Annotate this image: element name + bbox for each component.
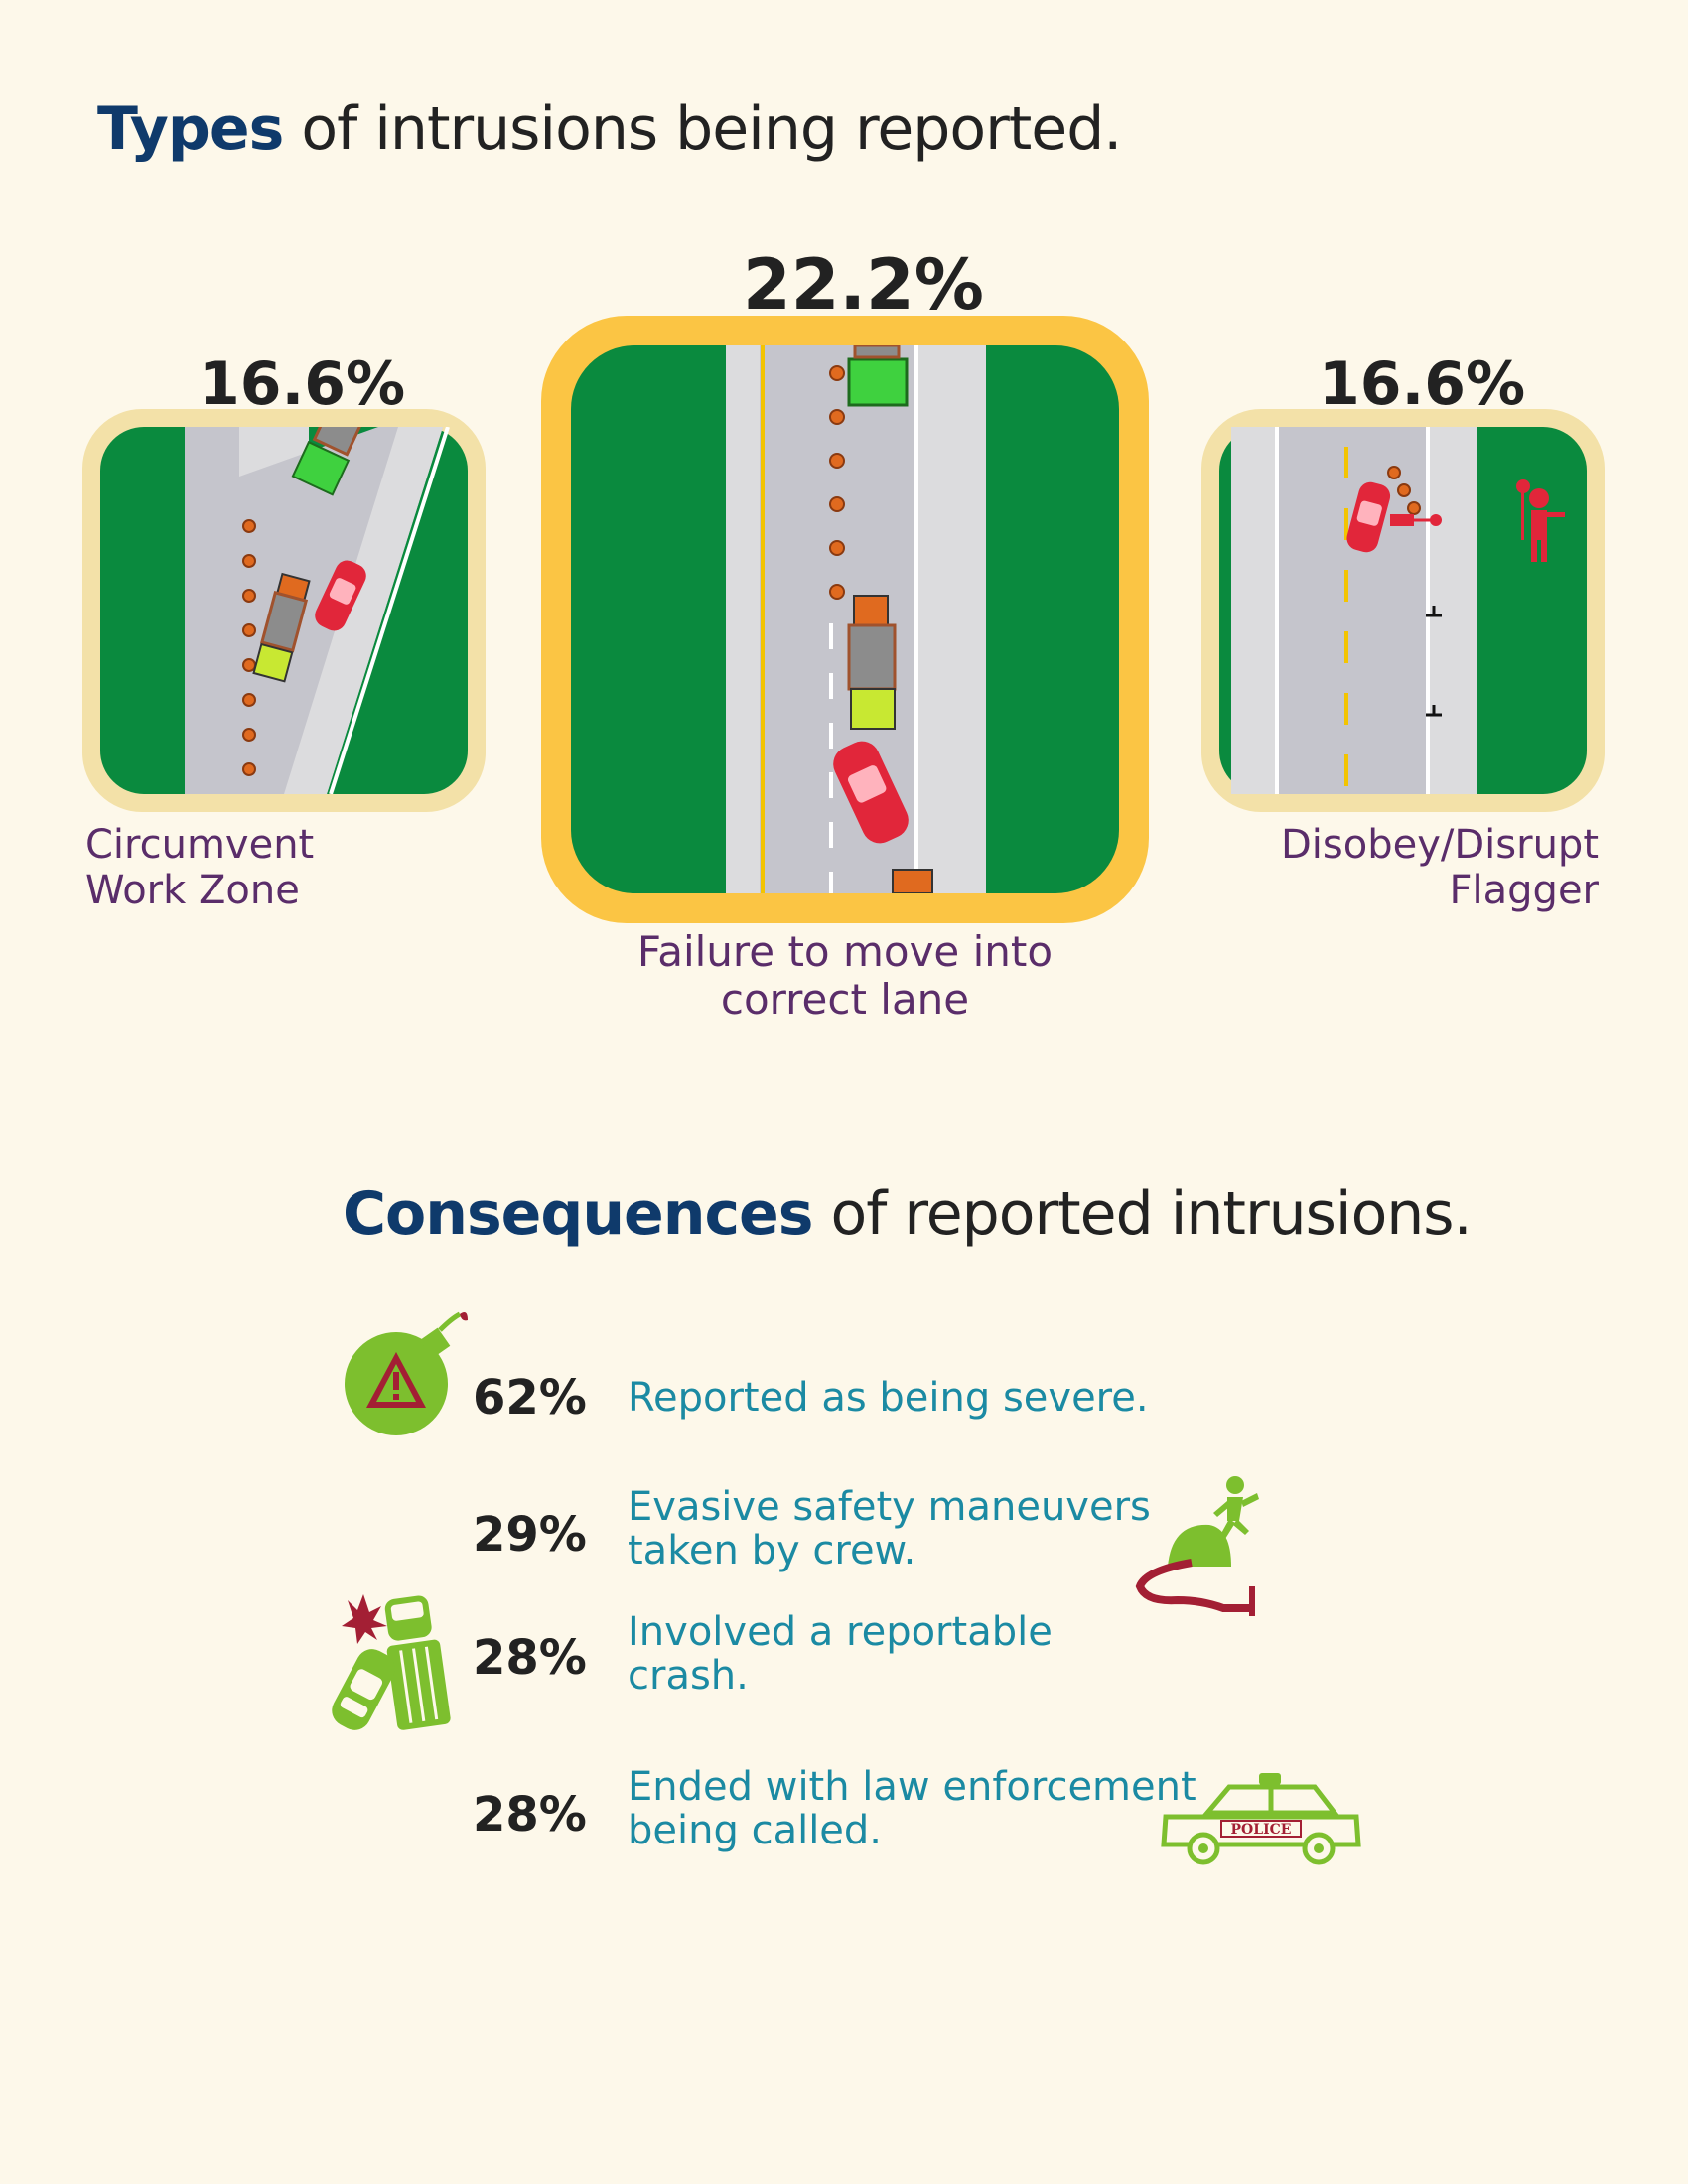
consequence-evasive-line1: Evasive safety maneuvers bbox=[628, 1484, 1151, 1530]
consequence-crash-line2: crash. bbox=[628, 1653, 749, 1699]
caption-flagger: Disobey/Disrupt Flagger bbox=[1182, 822, 1599, 913]
consequences-heading-rest: of reported intrusions. bbox=[812, 1179, 1472, 1249]
crash-icon bbox=[332, 1594, 451, 1730]
consequence-severe-line1: Reported as being severe. bbox=[628, 1375, 1149, 1421]
consequences-heading-strong: Consequences bbox=[343, 1179, 813, 1249]
consequences-heading: Consequences of reported intrusions. bbox=[343, 1179, 1473, 1249]
consequence-percent-police: 28% bbox=[473, 1787, 587, 1843]
police-label: POLICE bbox=[1231, 1822, 1292, 1838]
percent-failure-lane: 22.2% bbox=[743, 244, 984, 326]
consequence-police-line2: being called. bbox=[628, 1808, 883, 1853]
consequence-text-crash: Involved a reportable crash. bbox=[628, 1610, 1053, 1698]
percent-circumvent: 16.6% bbox=[199, 349, 406, 419]
consequence-text-police: Ended with law enforcement being called. bbox=[628, 1765, 1196, 1852]
lane-change-failure-illustration bbox=[541, 316, 1149, 923]
caption-flagger-line1: Disobey/Disrupt bbox=[1281, 822, 1599, 868]
caption-circumvent: Circumvent Work Zone bbox=[85, 822, 314, 913]
caption-circumvent-line1: Circumvent bbox=[85, 822, 315, 868]
consequence-percent-evasive: 29% bbox=[473, 1507, 587, 1563]
consequence-text-evasive: Evasive safety maneuvers taken by crew. bbox=[628, 1485, 1151, 1572]
flagger-illustration bbox=[1201, 409, 1605, 812]
consequence-police-line1: Ended with law enforcement bbox=[628, 1764, 1196, 1810]
types-heading-rest: of intrusions being reported. bbox=[283, 94, 1122, 164]
lane-scene-svg bbox=[571, 345, 1119, 893]
police-car-icon: POLICE bbox=[1161, 1773, 1361, 1865]
types-heading-strong: Types bbox=[97, 94, 284, 164]
caption-failure-line1: Failure to move into bbox=[636, 927, 1054, 976]
evasive-runner-icon bbox=[1135, 1476, 1259, 1616]
consequence-percent-crash: 28% bbox=[473, 1630, 587, 1686]
consequence-percent-severe: 62% bbox=[473, 1370, 587, 1426]
consequence-crash-line1: Involved a reportable bbox=[628, 1609, 1053, 1655]
circumvent-work-zone-illustration bbox=[82, 409, 486, 812]
percent-flagger: 16.6% bbox=[1319, 349, 1526, 419]
caption-failure-line2: correct lane bbox=[720, 975, 970, 1024]
flagger-scene-svg bbox=[1219, 427, 1587, 794]
circumvent-scene-svg bbox=[100, 427, 468, 794]
caption-circumvent-line2: Work Zone bbox=[85, 868, 300, 913]
caption-failure-lane: Failure to move into correct lane bbox=[541, 928, 1149, 1024]
consequence-evasive-line2: taken by crew. bbox=[628, 1528, 916, 1573]
bomb-warning-icon bbox=[345, 1311, 468, 1435]
types-heading: Types of intrusions being reported. bbox=[97, 94, 1122, 164]
caption-flagger-line2: Flagger bbox=[1449, 868, 1599, 913]
consequence-text-severe: Reported as being severe. bbox=[628, 1376, 1149, 1420]
